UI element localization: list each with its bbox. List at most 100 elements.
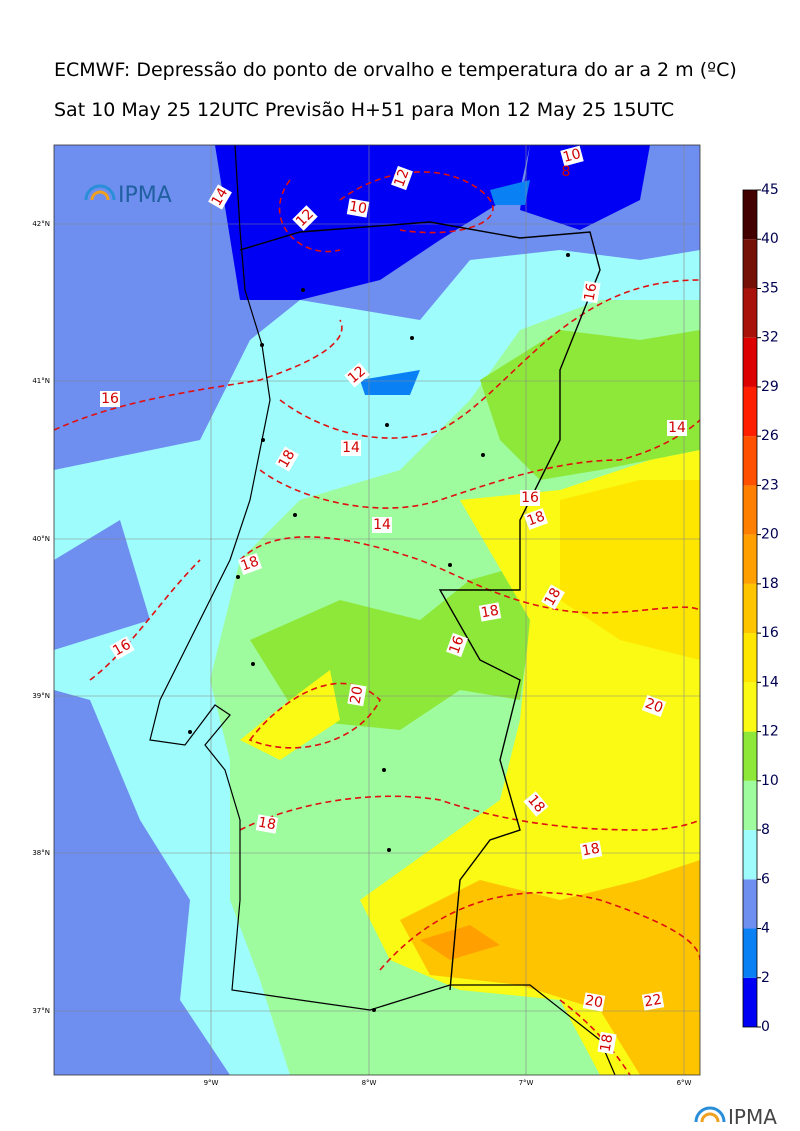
contour-label: 10 xyxy=(561,146,582,166)
colorbar-label: 4 xyxy=(761,921,770,937)
contour-label-bg xyxy=(560,145,584,167)
colorbar-label: 16 xyxy=(761,625,779,641)
contour-label-bg xyxy=(641,695,667,717)
contour-label: 16 xyxy=(446,634,467,656)
colorbar-band xyxy=(743,485,757,535)
map-logo: IPMA xyxy=(84,183,172,208)
contour-label-bg xyxy=(523,508,549,530)
contour-label-bg xyxy=(346,198,370,218)
contour-label-bg xyxy=(520,490,540,506)
contour-label: 18 xyxy=(276,447,299,470)
colorbar-label: 23 xyxy=(761,477,779,493)
lon-label: 8°W xyxy=(362,1079,377,1087)
lat-label: 37°N xyxy=(32,1007,50,1015)
map-frame xyxy=(53,144,701,1076)
contour-label: 8 xyxy=(562,164,571,180)
contour-label-bg xyxy=(109,636,135,660)
colorbar-band xyxy=(743,534,757,584)
contour-label-bg xyxy=(597,1031,617,1055)
lat-label: 42°N xyxy=(32,220,50,228)
contour-label: 22 xyxy=(643,992,663,1011)
contour-label: 14 xyxy=(209,185,232,209)
contour-label: 18 xyxy=(598,1033,617,1053)
contour-label-bg xyxy=(292,205,318,231)
contour-label-bg xyxy=(275,446,299,472)
contour-label: 18 xyxy=(239,553,261,574)
contours xyxy=(54,171,700,1075)
logo-text: IPMA xyxy=(118,183,172,208)
logo-text: IPMA xyxy=(728,1105,777,1129)
colorbar-band xyxy=(743,386,757,437)
contour-label-bg xyxy=(478,602,502,622)
colorbar-label: 6 xyxy=(761,871,770,887)
colorbar-band xyxy=(743,830,757,880)
lon-label: 7°W xyxy=(519,1079,534,1087)
contour-label-bg xyxy=(582,992,606,1012)
colorbar-label: 14 xyxy=(761,674,779,690)
colorbar-label: 8 xyxy=(761,822,770,838)
contour-label-bg xyxy=(667,420,687,436)
colorbar-label: 45 xyxy=(761,182,779,198)
contour-label: 18 xyxy=(581,841,601,860)
contour-label: 14 xyxy=(668,420,686,436)
contour-label-bg xyxy=(391,165,413,191)
contour-label: 14 xyxy=(373,517,391,533)
lat-label: 38°N xyxy=(32,849,50,857)
footer-logo: IPMA xyxy=(694,1105,777,1129)
title: ECMWF: Depressão do ponto de orvalho e t… xyxy=(54,59,737,81)
contour-label: 18 xyxy=(480,603,500,622)
colorbar-band xyxy=(743,928,757,978)
contour-label-bg xyxy=(523,791,549,817)
contour-label-bg xyxy=(579,840,603,860)
contour-label-bg xyxy=(255,814,279,834)
contour-label: 20 xyxy=(348,685,367,705)
colorbar-label: 2 xyxy=(761,970,770,986)
lon-label: 9°W xyxy=(204,1079,219,1087)
colorbar-label: 12 xyxy=(761,724,779,740)
contour-label-bg xyxy=(208,184,232,210)
contour-label: 20 xyxy=(643,695,665,716)
contour-label-bg xyxy=(100,391,120,407)
contour-label: 16 xyxy=(582,282,601,302)
colorbar-band xyxy=(743,337,757,387)
colorbar-band xyxy=(743,977,757,1027)
colorbar-label: 10 xyxy=(761,773,779,789)
colorbar-label: 0 xyxy=(761,1019,770,1035)
subtitle: Sat 10 May 25 12UTC Previsão H+51 para M… xyxy=(54,99,674,121)
contour-label: 18 xyxy=(257,815,277,834)
contour-label: 14 xyxy=(342,440,360,456)
lon-label: 6°W xyxy=(677,1079,692,1087)
contour-label-bg xyxy=(341,440,361,456)
contour-label: 12 xyxy=(391,167,412,189)
colorbar-band xyxy=(743,731,757,781)
colorbar-label: 26 xyxy=(761,428,779,444)
colorbar-label: 32 xyxy=(761,330,779,346)
contour-label-bg xyxy=(541,584,565,610)
contour-label: 20 xyxy=(584,993,604,1012)
contour-label-bg xyxy=(237,553,263,575)
contour-label: 18 xyxy=(542,585,565,608)
contour-label: 16 xyxy=(110,637,134,660)
contour-label-bg xyxy=(446,632,468,658)
contour-label-bg xyxy=(641,991,665,1011)
colorbar-label: 18 xyxy=(761,576,779,592)
colorbar-label: 35 xyxy=(761,280,779,296)
colorbar-band xyxy=(743,633,757,683)
colorbar-band xyxy=(743,780,757,831)
colorbar-frame xyxy=(742,189,758,1028)
contour-label-bg xyxy=(347,683,367,707)
colorbar-band xyxy=(743,583,757,634)
coastline xyxy=(149,145,616,1075)
colorbar-band xyxy=(743,879,757,929)
colorbar-label: 20 xyxy=(761,527,779,543)
contour-label: 16 xyxy=(521,490,539,506)
colorbar-band xyxy=(743,288,757,338)
colorbar-label: 40 xyxy=(761,231,779,247)
contour-label: 16 xyxy=(101,391,119,407)
colorbar-label: 29 xyxy=(761,379,779,395)
lat-label: 40°N xyxy=(32,535,50,543)
lat-label: 41°N xyxy=(32,377,50,385)
lat-label: 39°N xyxy=(32,692,50,700)
